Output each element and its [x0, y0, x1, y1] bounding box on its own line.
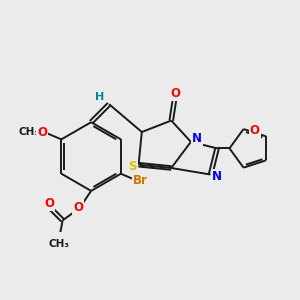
Text: CH₃: CH₃: [19, 127, 40, 137]
Text: Br: Br: [133, 174, 148, 188]
Text: S: S: [128, 160, 137, 173]
Text: O: O: [38, 126, 47, 139]
Text: N: N: [192, 132, 202, 145]
Text: O: O: [44, 197, 54, 210]
Text: O: O: [73, 201, 83, 214]
Text: H: H: [95, 92, 105, 102]
Text: CH₃: CH₃: [49, 239, 70, 249]
Text: O: O: [250, 124, 260, 136]
Text: O: O: [170, 87, 180, 100]
Text: N: N: [212, 170, 222, 183]
